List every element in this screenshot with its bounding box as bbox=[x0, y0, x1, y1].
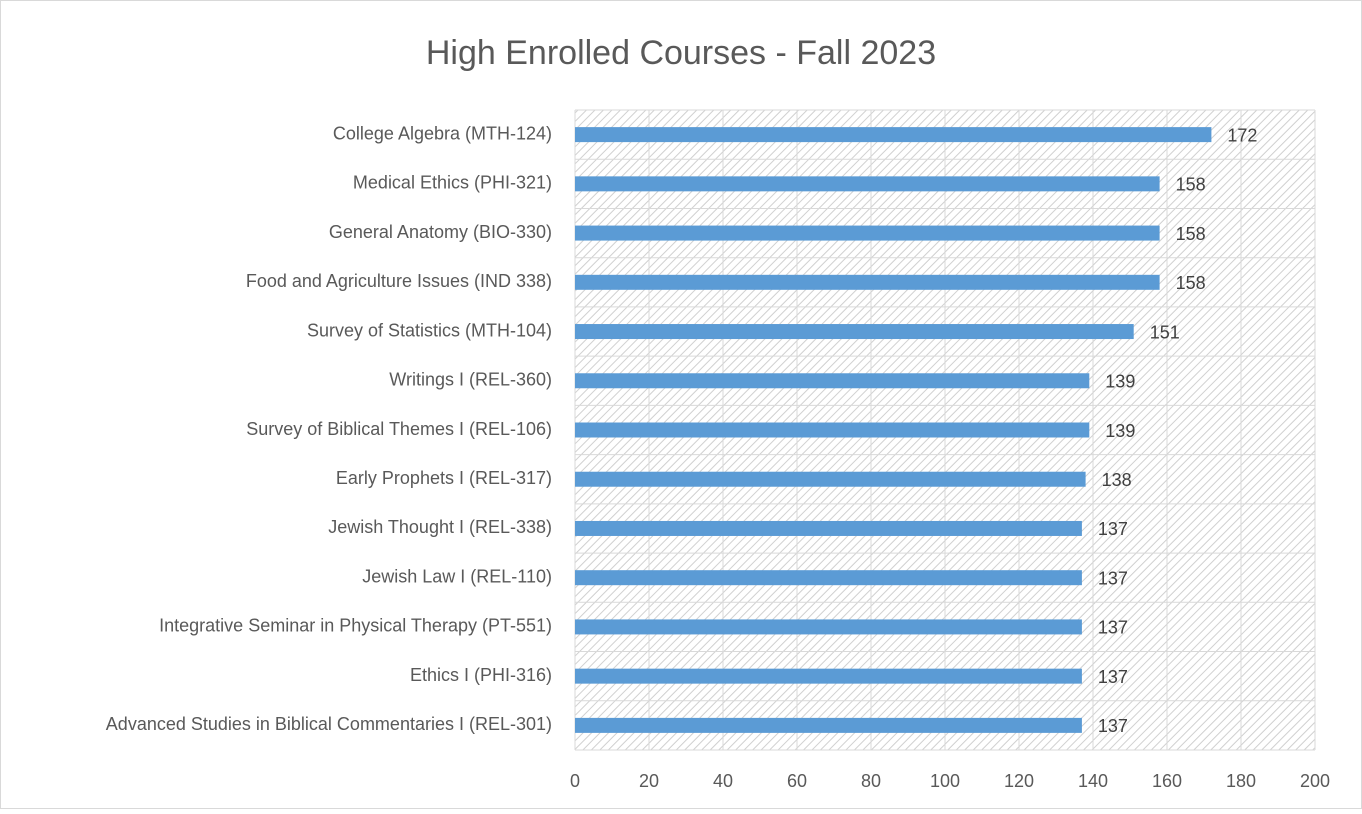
data-label: 137 bbox=[1098, 618, 1128, 638]
data-label: 158 bbox=[1176, 224, 1206, 244]
bar bbox=[575, 570, 1082, 586]
x-tick-label: 80 bbox=[861, 771, 881, 791]
x-tick-label: 60 bbox=[787, 771, 807, 791]
bar bbox=[575, 717, 1082, 733]
y-tick-label: Integrative Seminar in Physical Therapy … bbox=[159, 616, 552, 636]
bar bbox=[575, 471, 1086, 487]
data-label: 151 bbox=[1150, 322, 1180, 342]
bar bbox=[575, 274, 1160, 290]
bar bbox=[575, 668, 1082, 684]
y-tick-label: Writings I (REL-360) bbox=[389, 370, 552, 390]
y-tick-label: Survey of Statistics (MTH-104) bbox=[307, 320, 552, 340]
data-label: 137 bbox=[1098, 519, 1128, 539]
bar bbox=[575, 520, 1082, 536]
y-tick-label: Food and Agriculture Issues (IND 338) bbox=[246, 271, 552, 291]
x-tick-label: 120 bbox=[1004, 771, 1034, 791]
y-tick-label: Jewish Thought I (REL-338) bbox=[328, 517, 552, 537]
y-tick-label: Ethics I (PHI-316) bbox=[410, 665, 552, 685]
data-label: 138 bbox=[1102, 470, 1132, 490]
x-tick-label: 180 bbox=[1226, 771, 1256, 791]
data-label: 158 bbox=[1176, 273, 1206, 293]
bar bbox=[575, 127, 1212, 143]
x-tick-label: 100 bbox=[930, 771, 960, 791]
y-tick-label: Medical Ethics (PHI-321) bbox=[353, 173, 552, 193]
data-label: 137 bbox=[1098, 667, 1128, 687]
bar bbox=[575, 225, 1160, 241]
data-label: 137 bbox=[1098, 568, 1128, 588]
y-tick-label: Survey of Biblical Themes I (REL-106) bbox=[246, 419, 552, 439]
bar bbox=[575, 373, 1090, 389]
bar bbox=[575, 422, 1090, 438]
bar bbox=[575, 324, 1134, 340]
y-tick-label: General Anatomy (BIO-330) bbox=[329, 222, 552, 242]
y-tick-label: Advanced Studies in Biblical Commentarie… bbox=[106, 714, 552, 734]
y-tick-label: College Algebra (MTH-124) bbox=[333, 123, 552, 143]
bar bbox=[575, 619, 1082, 635]
x-tick-label: 0 bbox=[570, 771, 580, 791]
data-label: 172 bbox=[1227, 125, 1257, 145]
x-tick-label: 40 bbox=[713, 771, 733, 791]
y-tick-label: Jewish Law I (REL-110) bbox=[362, 566, 552, 586]
x-tick-label: 200 bbox=[1300, 771, 1330, 791]
y-tick-label: Early Prophets I (REL-317) bbox=[336, 468, 552, 488]
data-label: 137 bbox=[1098, 716, 1128, 736]
data-label: 158 bbox=[1176, 175, 1206, 195]
x-tick-label: 20 bbox=[639, 771, 659, 791]
bar bbox=[575, 176, 1160, 192]
x-tick-label: 160 bbox=[1152, 771, 1182, 791]
data-label: 139 bbox=[1105, 372, 1135, 392]
x-tick-label: 140 bbox=[1078, 771, 1108, 791]
chart-title: High Enrolled Courses - Fall 2023 bbox=[426, 34, 936, 72]
data-label: 139 bbox=[1105, 421, 1135, 441]
